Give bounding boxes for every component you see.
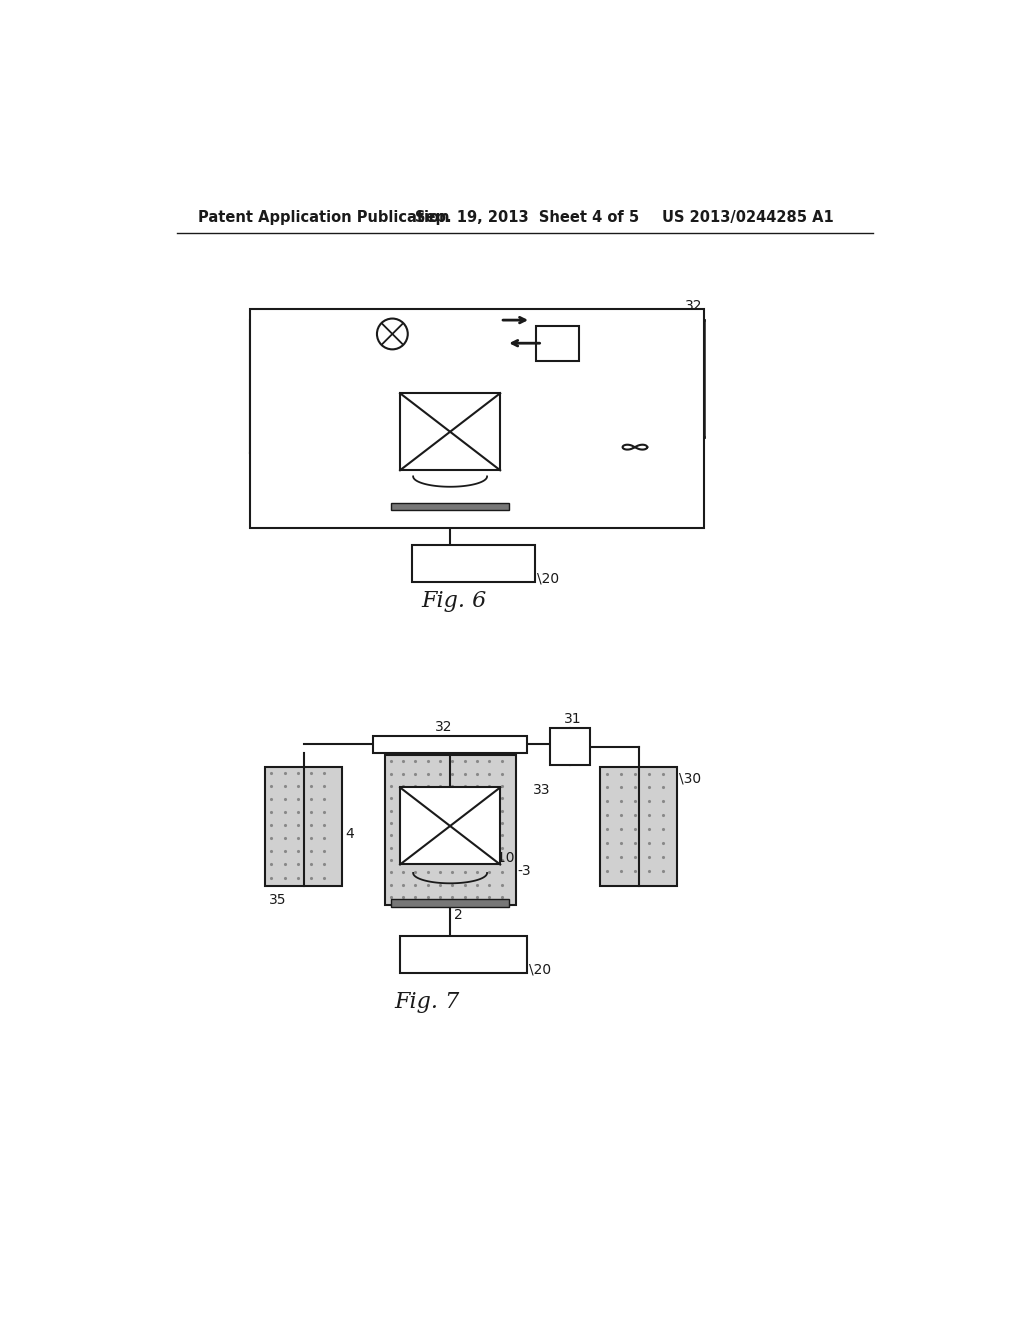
Text: 32: 32 bbox=[435, 719, 453, 734]
Bar bbox=[550, 729, 590, 766]
Text: 33: 33 bbox=[559, 440, 577, 454]
Bar bbox=[596, 378, 674, 498]
Text: Fig. 6: Fig. 6 bbox=[421, 590, 486, 612]
Text: 34: 34 bbox=[629, 451, 646, 466]
Text: 35: 35 bbox=[269, 892, 287, 907]
Text: 31: 31 bbox=[564, 711, 582, 726]
Circle shape bbox=[377, 318, 408, 350]
Bar bbox=[250, 309, 705, 528]
Text: 32: 32 bbox=[685, 300, 702, 313]
Text: -10: -10 bbox=[493, 851, 515, 866]
Text: 4: 4 bbox=[340, 447, 349, 461]
Bar bbox=[400, 393, 500, 470]
Text: 2: 2 bbox=[454, 511, 463, 525]
Bar bbox=[391, 899, 509, 907]
Text: CONTROLLER: CONTROLLER bbox=[429, 557, 518, 570]
Text: Fig. 7: Fig. 7 bbox=[394, 990, 460, 1012]
Bar bbox=[385, 359, 515, 508]
Text: 33: 33 bbox=[532, 783, 550, 797]
Bar bbox=[600, 767, 677, 886]
Text: \30: \30 bbox=[675, 383, 697, 396]
Text: \20: \20 bbox=[529, 962, 552, 977]
Text: US 2013/0244285 A1: US 2013/0244285 A1 bbox=[662, 210, 834, 226]
Text: Sep. 19, 2013  Sheet 4 of 5: Sep. 19, 2013 Sheet 4 of 5 bbox=[416, 210, 640, 226]
Bar bbox=[256, 378, 337, 498]
Text: 35: 35 bbox=[260, 504, 278, 517]
Bar bbox=[537, 326, 579, 360]
Bar bbox=[400, 788, 500, 865]
Bar bbox=[400, 936, 527, 973]
Text: CONTROLLER: CONTROLLER bbox=[419, 948, 508, 961]
Bar bbox=[412, 545, 535, 582]
Bar bbox=[391, 503, 509, 511]
Text: -3: -3 bbox=[518, 863, 531, 878]
Text: -3: -3 bbox=[518, 467, 531, 480]
Text: Patent Application Publication: Patent Application Publication bbox=[199, 210, 450, 226]
Text: 4: 4 bbox=[345, 826, 354, 841]
Bar bbox=[265, 767, 342, 886]
Text: -10: -10 bbox=[493, 457, 515, 471]
Text: \30: \30 bbox=[679, 771, 700, 785]
Text: 2: 2 bbox=[454, 908, 463, 921]
Bar bbox=[373, 737, 527, 752]
Bar bbox=[385, 755, 515, 906]
Text: 31: 31 bbox=[581, 323, 599, 337]
Text: \20: \20 bbox=[538, 572, 559, 585]
